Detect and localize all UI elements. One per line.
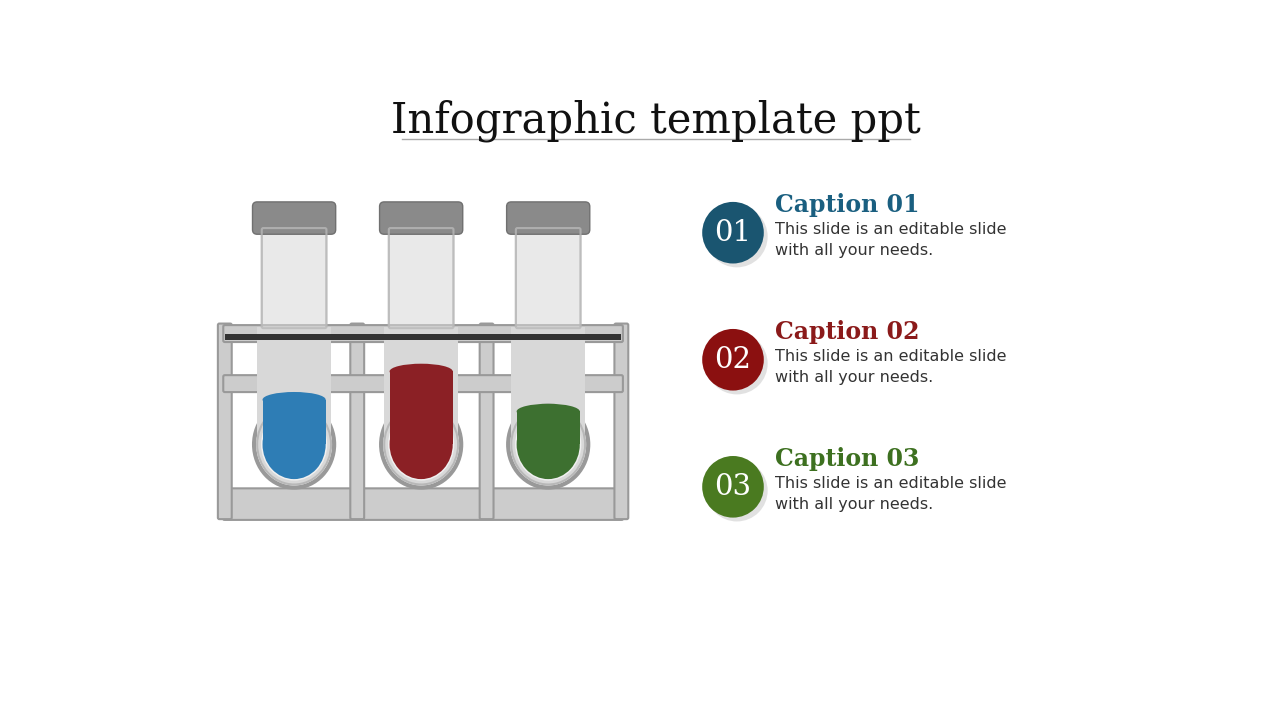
- FancyBboxPatch shape: [223, 375, 623, 392]
- FancyBboxPatch shape: [507, 202, 590, 234]
- Bar: [389, 372, 453, 444]
- Circle shape: [703, 456, 764, 518]
- Text: Caption 01: Caption 01: [776, 193, 920, 217]
- Bar: [225, 334, 621, 341]
- Circle shape: [703, 202, 764, 264]
- Ellipse shape: [389, 364, 453, 379]
- FancyBboxPatch shape: [351, 323, 365, 519]
- Bar: [257, 327, 332, 444]
- Ellipse shape: [517, 410, 580, 479]
- Ellipse shape: [707, 206, 768, 267]
- Circle shape: [703, 329, 764, 390]
- Bar: [517, 411, 580, 444]
- Ellipse shape: [517, 404, 580, 419]
- Text: This slide is an editable slide
with all your needs.: This slide is an editable slide with all…: [776, 222, 1007, 258]
- Text: Caption 02: Caption 02: [776, 320, 920, 344]
- Ellipse shape: [707, 333, 768, 395]
- Ellipse shape: [388, 408, 454, 481]
- Ellipse shape: [515, 408, 581, 481]
- Text: 03: 03: [714, 473, 751, 501]
- Text: 01: 01: [714, 219, 751, 247]
- Text: Infographic template ppt: Infographic template ppt: [392, 100, 920, 143]
- Bar: [511, 327, 585, 444]
- FancyBboxPatch shape: [389, 228, 453, 328]
- Ellipse shape: [262, 392, 325, 408]
- Bar: [262, 400, 325, 444]
- Text: This slide is an editable slide
with all your needs.: This slide is an editable slide with all…: [776, 476, 1007, 512]
- Bar: [384, 327, 458, 444]
- FancyBboxPatch shape: [380, 202, 463, 234]
- Ellipse shape: [262, 410, 325, 479]
- Text: This slide is an editable slide
with all your needs.: This slide is an editable slide with all…: [776, 349, 1007, 385]
- Ellipse shape: [511, 405, 585, 485]
- Ellipse shape: [384, 405, 458, 485]
- Ellipse shape: [261, 408, 328, 481]
- FancyBboxPatch shape: [218, 323, 232, 519]
- Ellipse shape: [707, 460, 768, 521]
- FancyBboxPatch shape: [223, 325, 623, 342]
- Text: Caption 03: Caption 03: [776, 447, 920, 472]
- Text: 02: 02: [714, 346, 751, 374]
- Ellipse shape: [389, 410, 453, 479]
- FancyBboxPatch shape: [262, 228, 326, 328]
- FancyBboxPatch shape: [223, 488, 623, 520]
- FancyBboxPatch shape: [252, 202, 335, 234]
- FancyBboxPatch shape: [516, 228, 581, 328]
- Ellipse shape: [257, 405, 332, 485]
- FancyBboxPatch shape: [614, 323, 628, 519]
- FancyBboxPatch shape: [480, 323, 494, 519]
